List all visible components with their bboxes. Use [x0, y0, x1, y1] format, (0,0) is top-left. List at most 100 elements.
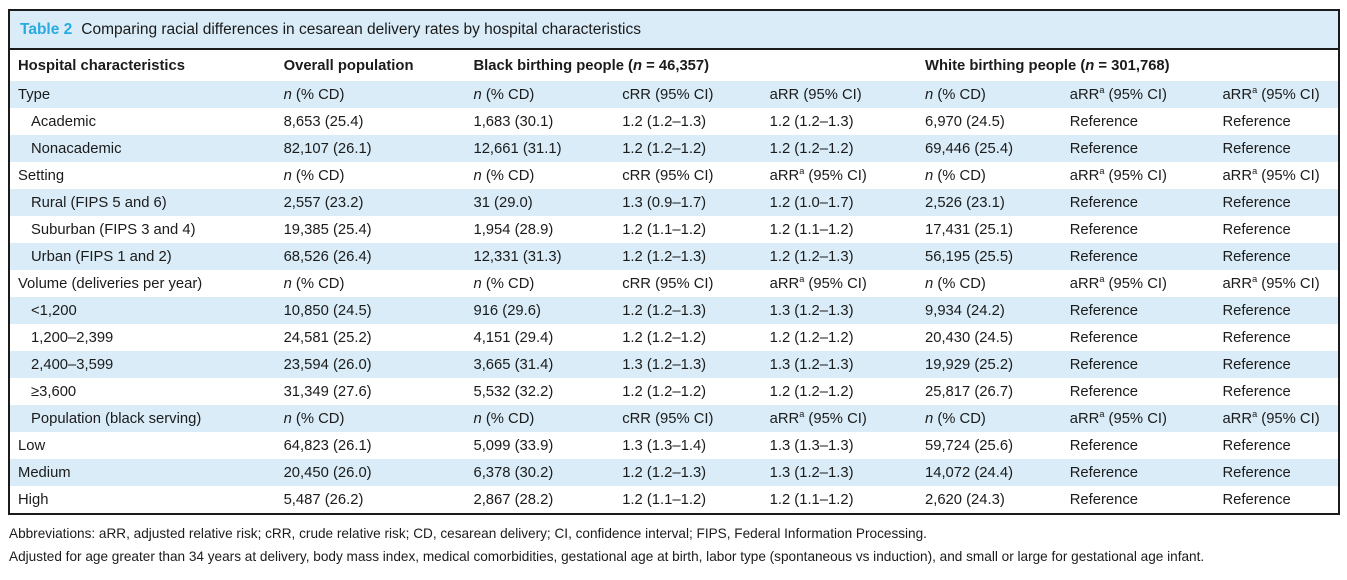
subheader-cell: n (% CD) — [473, 275, 535, 292]
section-label-cell: Population (black serving) — [31, 410, 202, 427]
value-cell: Reference — [1069, 464, 1139, 481]
value-cell: 1.3 (1.3–1.3) — [769, 437, 854, 454]
value-cell: Reference — [1069, 437, 1139, 454]
subheader-cell: cRR (95% CI) — [622, 86, 714, 103]
value-cell: 1.2 (1.2–1.3) — [769, 248, 854, 265]
value-cell: Reference — [1069, 356, 1139, 373]
table-row: <1,200 10,850 (24.5) 916 (29.6) 1.2 (1.2–1.… — [10, 297, 1338, 324]
value-cell: 12,661 (31.1) — [473, 140, 562, 157]
section-label-cell: Volume (deliveries per year) — [18, 275, 203, 292]
value-cell: 9,934 (24.2) — [924, 302, 1005, 319]
value-cell: 1.2 (1.2–1.3) — [622, 248, 707, 265]
section-label-cell: Type — [18, 86, 51, 103]
value-cell: 1.2 (1.2–1.3) — [769, 113, 854, 130]
table-row: Urban (FIPS 1 and 2) 68,526 (26.4) 12,331 … — [10, 243, 1338, 270]
value-cell: 5,487 (26.2) — [283, 491, 364, 508]
value-cell: 1.2 (1.1–1.2) — [769, 221, 854, 238]
row-label-cell: <1,200 — [31, 302, 77, 319]
value-cell: 1.2 (1.0–1.7) — [769, 194, 854, 211]
value-cell: 1.3 (0.9–1.7) — [622, 194, 707, 211]
table-caption: Comparing racial differences in cesarean… — [81, 21, 641, 38]
value-cell: Reference — [1222, 491, 1291, 508]
value-cell: 5,532 (32.2) — [473, 383, 554, 400]
subheader-cell: n (% CD) — [924, 167, 986, 184]
section-row: Volume (deliveries per year) n (% CD) n (%… — [10, 270, 1338, 297]
value-cell: 31,349 (27.6) — [283, 383, 372, 400]
row-label-cell: High — [18, 491, 49, 508]
subheader-cell: n (% CD) — [283, 275, 345, 292]
table-title-bar: Table 2 Comparing racial differences in c… — [10, 11, 1338, 50]
value-cell: 17,431 (25.1) — [924, 221, 1014, 238]
value-cell: 1.2 (1.2–1.2) — [622, 329, 707, 346]
subheader-cell: aRRa (95% CI) — [1069, 408, 1167, 427]
value-cell: 69,446 (25.4) — [924, 140, 1014, 157]
section-row: Population (black serving) n (% CD) n (% C… — [10, 405, 1338, 432]
value-cell: Reference — [1069, 329, 1139, 346]
row-label-cell: Academic — [31, 113, 96, 130]
subheader-cell: n (% CD) — [473, 167, 535, 184]
value-cell: 5,099 (33.9) — [473, 437, 554, 454]
value-cell: Reference — [1069, 194, 1139, 211]
value-cell: 8,653 (25.4) — [283, 113, 364, 130]
value-cell: 56,195 (25.5) — [924, 248, 1014, 265]
data-table: Hospital characteristics Overall populati… — [10, 50, 1338, 513]
value-cell: Reference — [1222, 140, 1291, 157]
value-cell: Reference — [1069, 383, 1139, 400]
table-row: Low 64,823 (26.1) 5,099 (33.9) 1.3 (1.3–1.4… — [10, 432, 1338, 459]
subheader-cell: cRR (95% CI) — [622, 275, 714, 292]
value-cell: 1.3 (1.2–1.3) — [622, 356, 707, 373]
value-cell: 6,378 (30.2) — [473, 464, 554, 481]
value-cell: 1,683 (30.1) — [473, 113, 554, 130]
subheader-cell: aRRa (95% CI) — [1222, 273, 1320, 292]
value-cell: Reference — [1222, 248, 1291, 265]
subheader-cell: aRRa (95% CI) — [769, 408, 867, 427]
column-group-header: White birthing people (n = 301,768) — [920, 50, 1338, 81]
subheader-cell: n (% CD) — [283, 410, 345, 427]
value-cell: 68,526 (26.4) — [283, 248, 372, 265]
value-cell: Reference — [1222, 302, 1291, 319]
section-label-cell: Setting — [18, 167, 65, 184]
subheader-cell: aRRa (95% CI) — [1222, 165, 1320, 184]
subheader-cell: aRRa (95% CI) — [1069, 165, 1167, 184]
subheader-cell: n (% CD) — [473, 86, 535, 103]
value-cell: 1.2 (1.2–1.2) — [769, 329, 854, 346]
value-cell: 10,850 (24.5) — [283, 302, 372, 319]
value-cell: Reference — [1222, 221, 1291, 238]
value-cell: 3,665 (31.4) — [473, 356, 554, 373]
value-cell: 19,929 (25.2) — [924, 356, 1014, 373]
value-cell: 1.3 (1.2–1.3) — [769, 356, 854, 373]
subheader-cell: n (% CD) — [283, 86, 345, 103]
row-label-cell: 2,400–3,599 — [31, 356, 114, 373]
table-row: Nonacademic 82,107 (26.1) 12,661 (31.1) 1.2… — [10, 135, 1338, 162]
row-label-cell: Suburban (FIPS 3 and 4) — [31, 221, 196, 238]
value-cell: 1.3 (1.2–1.3) — [769, 464, 854, 481]
section-row: Setting n (% CD) n (% CD) cRR (95% CI) aRRa … — [10, 162, 1338, 189]
table-row: 2,400–3,599 23,594 (26.0) 3,665 (31.4) 1.3 … — [10, 351, 1338, 378]
value-cell: 1.2 (1.2–1.3) — [622, 113, 707, 130]
table-header-row: Hospital characteristics Overall populati… — [10, 50, 1338, 81]
row-label-cell: Low — [18, 437, 46, 454]
table-number-label: Table 2 — [20, 21, 73, 38]
value-cell: Reference — [1222, 464, 1291, 481]
value-cell: 2,557 (23.2) — [283, 194, 364, 211]
value-cell: 19,385 (25.4) — [283, 221, 372, 238]
subheader-cell: cRR (95% CI) — [622, 410, 714, 427]
value-cell: Reference — [1069, 248, 1139, 265]
value-cell: 14,072 (24.4) — [924, 464, 1014, 481]
value-cell: 1.2 (1.2–1.2) — [769, 140, 854, 157]
value-cell: Reference — [1069, 113, 1139, 130]
value-cell: 1.2 (1.2–1.3) — [622, 464, 707, 481]
table-row: 1,200–2,399 24,581 (25.2) 4,151 (29.4) 1.2 … — [10, 324, 1338, 351]
subheader-cell: n (% CD) — [924, 410, 986, 427]
value-cell: 12,331 (31.3) — [473, 248, 562, 265]
subheader-cell: n (% CD) — [473, 410, 535, 427]
value-cell: 1.2 (1.2–1.2) — [622, 140, 707, 157]
table-row: High 5,487 (26.2) 2,867 (28.2) 1.2 (1.1–1.2… — [10, 486, 1338, 513]
subheader-cell: n (% CD) — [924, 275, 986, 292]
column-header: Overall population — [279, 50, 470, 81]
value-cell: 1,954 (28.9) — [473, 221, 554, 238]
value-cell: Reference — [1222, 329, 1291, 346]
value-cell: 1.2 (1.2–1.3) — [622, 302, 707, 319]
value-cell: 23,594 (26.0) — [283, 356, 372, 373]
value-cell: 4,151 (29.4) — [473, 329, 554, 346]
